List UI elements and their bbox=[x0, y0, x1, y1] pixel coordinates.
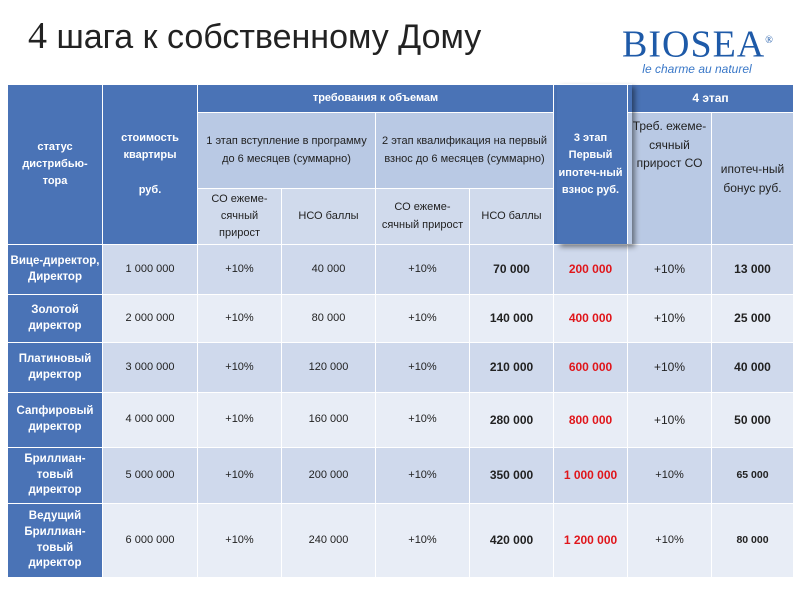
header-stage3: 3 этап Первый ипотеч-ный взнос руб. bbox=[554, 85, 628, 245]
row-s2-co: +10% bbox=[376, 295, 470, 343]
header-nco-points: НСО баллы bbox=[282, 189, 376, 245]
row-s2-co: +10% bbox=[376, 448, 470, 504]
row-status: Вице-директор, Директор bbox=[8, 245, 103, 295]
row-s2-nco: 70 000 bbox=[470, 245, 554, 295]
row-status: Платиновый директор bbox=[8, 343, 103, 393]
row-s1-nco: 160 000 bbox=[282, 393, 376, 448]
requirements-table: статус дистрибью-тора стоимость квартиры… bbox=[7, 84, 794, 578]
row-cost: 3 000 000 bbox=[103, 343, 198, 393]
row-s2-co: +10% bbox=[376, 245, 470, 295]
header-volume-requirements: требования к объемам bbox=[198, 85, 554, 113]
header-stage2: 2 этап квалификация на первый взнос до 6… bbox=[376, 113, 554, 189]
table-row: Золотой директор 2 000 000 +10% 80 000 +… bbox=[8, 295, 794, 343]
header-stage4: 4 этап bbox=[628, 85, 794, 113]
row-s2-nco: 140 000 bbox=[470, 295, 554, 343]
row-cost: 2 000 000 bbox=[103, 295, 198, 343]
brand-logo: BIOSEA® le charme au naturel bbox=[622, 22, 772, 76]
table-row: Платиновый директор 3 000 000 +10% 120 0… bbox=[8, 343, 794, 393]
row-s4-bonus: 13 000 bbox=[712, 245, 794, 295]
row-status: Бриллиан-товый директор bbox=[8, 448, 103, 504]
row-s3: 400 000 bbox=[554, 295, 628, 343]
row-s1-co: +10% bbox=[198, 448, 282, 504]
row-s4-bonus: 50 000 bbox=[712, 393, 794, 448]
row-s4-co: +10% bbox=[628, 295, 712, 343]
table-row: Ведущий Бриллиан-товый директор 6 000 00… bbox=[8, 504, 794, 578]
header-stage4-bonus: ипотеч-ный бонус руб. bbox=[712, 113, 794, 245]
row-cost: 4 000 000 bbox=[103, 393, 198, 448]
row-s4-co: +10% bbox=[628, 343, 712, 393]
row-s2-co: +10% bbox=[376, 504, 470, 578]
row-s4-co: +10% bbox=[628, 245, 712, 295]
header-co-growth: СО ежеме-сячный прирост bbox=[198, 189, 282, 245]
row-status: Золотой директор bbox=[8, 295, 103, 343]
row-s3: 800 000 bbox=[554, 393, 628, 448]
row-s3: 1 000 000 bbox=[554, 448, 628, 504]
header-stage4-requirement: Треб. ежеме-сячный прирост СО bbox=[628, 113, 712, 245]
row-s2-nco: 210 000 bbox=[470, 343, 554, 393]
registered-mark: ® bbox=[765, 35, 774, 46]
row-s1-co: +10% bbox=[198, 504, 282, 578]
row-cost: 5 000 000 bbox=[103, 448, 198, 504]
row-status: Ведущий Бриллиан-товый директор bbox=[8, 504, 103, 578]
row-s4-co: +10% bbox=[628, 393, 712, 448]
row-s1-nco: 200 000 bbox=[282, 448, 376, 504]
logo-tagline: le charme au naturel bbox=[622, 62, 772, 76]
title-text: шага к собственному Дому bbox=[56, 18, 481, 56]
table-row: Сапфировый директор 4 000 000 +10% 160 0… bbox=[8, 393, 794, 448]
header-nco-points-2: НСО баллы bbox=[470, 189, 554, 245]
row-s4-bonus: 40 000 bbox=[712, 343, 794, 393]
row-s1-co: +10% bbox=[198, 245, 282, 295]
row-s1-co: +10% bbox=[198, 343, 282, 393]
logo-wordmark: BIOSEA bbox=[622, 24, 765, 66]
title-number: 4 bbox=[28, 15, 47, 57]
row-s3: 200 000 bbox=[554, 245, 628, 295]
table-row: Вице-директор, Директор 1 000 000 +10% 4… bbox=[8, 245, 794, 295]
row-cost: 6 000 000 bbox=[103, 504, 198, 578]
page-title: 4 шага к собственному Дому bbox=[28, 14, 481, 58]
header-status: статус дистрибью-тора bbox=[8, 85, 103, 245]
row-cost: 1 000 000 bbox=[103, 245, 198, 295]
row-s2-nco: 280 000 bbox=[470, 393, 554, 448]
row-s4-co: +10% bbox=[628, 504, 712, 578]
row-s4-bonus: 65 000 bbox=[712, 448, 794, 504]
row-s1-nco: 40 000 bbox=[282, 245, 376, 295]
row-s2-co: +10% bbox=[376, 393, 470, 448]
header-co-growth-2: СО ежеме-сячный прирост bbox=[376, 189, 470, 245]
row-s4-bonus: 80 000 bbox=[712, 504, 794, 578]
header-cost: стоимость квартирыруб. bbox=[103, 85, 198, 245]
row-s4-bonus: 25 000 bbox=[712, 295, 794, 343]
table-row: Бриллиан-товый директор 5 000 000 +10% 2… bbox=[8, 448, 794, 504]
row-s2-nco: 420 000 bbox=[470, 504, 554, 578]
row-s2-nco: 350 000 bbox=[470, 448, 554, 504]
row-s1-co: +10% bbox=[198, 295, 282, 343]
row-status: Сапфировый директор bbox=[8, 393, 103, 448]
row-s3: 1 200 000 bbox=[554, 504, 628, 578]
row-s3: 600 000 bbox=[554, 343, 628, 393]
row-s2-co: +10% bbox=[376, 343, 470, 393]
row-s4-co: +10% bbox=[628, 448, 712, 504]
header-stage1: 1 этап вступление в программу до 6 месяц… bbox=[198, 113, 376, 189]
row-s1-nco: 240 000 bbox=[282, 504, 376, 578]
row-s1-co: +10% bbox=[198, 393, 282, 448]
row-s1-nco: 80 000 bbox=[282, 295, 376, 343]
row-s1-nco: 120 000 bbox=[282, 343, 376, 393]
